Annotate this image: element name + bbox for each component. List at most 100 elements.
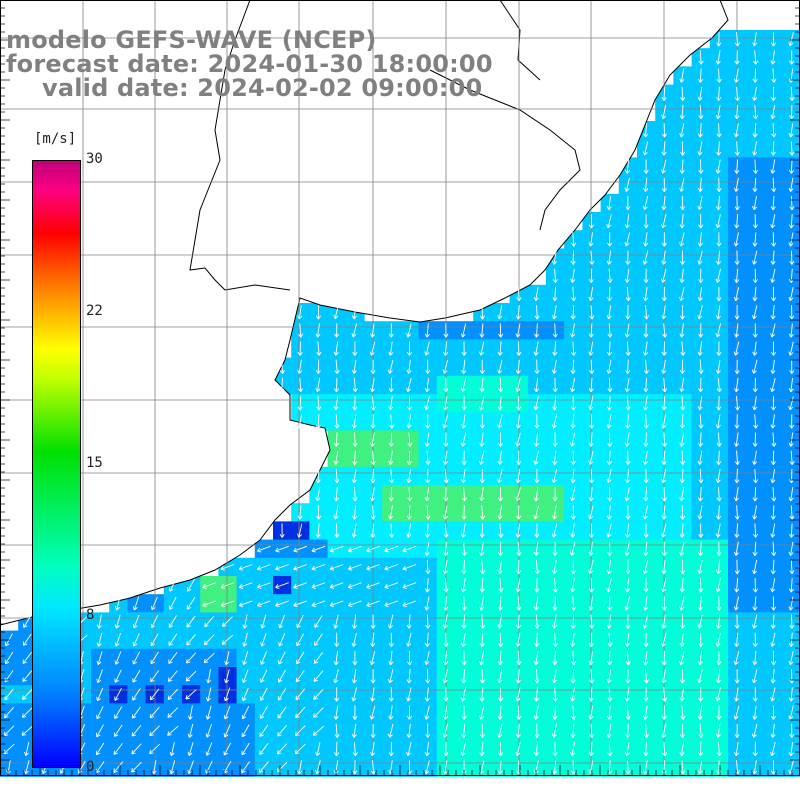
wind-arrow — [661, 86, 667, 101]
wind-arrow — [788, 541, 794, 556]
wind-arrow — [187, 742, 194, 756]
wind-arrow — [389, 414, 395, 429]
wind-arrow — [606, 523, 612, 538]
wind-arrow — [625, 359, 631, 374]
wind-arrow — [425, 523, 431, 538]
wind-arrow — [533, 705, 539, 720]
wind-arrow — [734, 614, 740, 629]
wind-arrow — [698, 159, 704, 174]
wind-arrow — [751, 305, 758, 320]
wind-arrow — [789, 195, 795, 211]
wind-arrow — [642, 705, 649, 720]
wind-arrow — [770, 760, 776, 775]
wind-arrow — [642, 341, 649, 356]
wind-arrow — [679, 741, 685, 757]
wind-arrow — [224, 669, 230, 684]
wind-arrow — [24, 742, 30, 757]
wind-arrow — [352, 741, 358, 757]
wind-arrow — [607, 377, 613, 393]
wind-arrow — [661, 359, 667, 374]
wind-arrow — [679, 578, 685, 593]
wind-arrow — [697, 650, 703, 666]
wind-arrow — [315, 487, 321, 502]
wind-arrow — [424, 687, 430, 702]
wind-arrow — [589, 523, 594, 538]
wind-arrow — [461, 669, 467, 684]
wind-arrow — [552, 323, 558, 338]
wind-arrow — [643, 214, 649, 229]
wind-arrow — [443, 323, 449, 338]
wind-arrow — [22, 670, 33, 682]
wind-arrow — [497, 341, 503, 356]
wind-arrow — [734, 214, 740, 229]
wind-arrow — [329, 600, 344, 608]
wind-arrow — [624, 487, 630, 502]
wind-arrow — [734, 632, 740, 647]
wind-arrow — [442, 450, 448, 465]
wind-arrow — [788, 705, 794, 720]
wind-arrow — [625, 450, 631, 465]
wind-arrow — [697, 341, 703, 356]
wind-arrow — [589, 250, 595, 265]
wind-arrow — [752, 123, 758, 138]
wind-arrow — [443, 377, 449, 393]
wind-arrow — [442, 414, 449, 429]
wind-arrow — [298, 377, 304, 393]
wind-arrow — [352, 396, 358, 411]
wind-arrow — [96, 669, 103, 684]
wind-arrow — [660, 268, 667, 283]
wind-arrow — [443, 687, 449, 702]
wind-arrow — [220, 600, 235, 608]
wind-arrow — [734, 141, 740, 156]
wind-arrow — [443, 432, 449, 447]
wind-arrow — [770, 305, 776, 320]
wind-arrow — [770, 323, 776, 338]
wind-arrow — [697, 614, 703, 629]
wind-arrow — [479, 305, 485, 320]
wind-arrow — [570, 341, 576, 356]
wind-arrow — [516, 341, 522, 356]
wind-arrow — [698, 741, 704, 757]
wind-arrow — [442, 505, 448, 520]
wind-arrow — [316, 505, 322, 520]
wind-arrow — [788, 741, 794, 757]
wind-arrow — [315, 305, 321, 320]
wind-arrow — [479, 468, 485, 484]
wind-arrow — [169, 742, 175, 757]
wind-arrow — [788, 323, 794, 338]
wind-arrow — [752, 341, 758, 356]
wind-arrow — [661, 669, 667, 684]
wind-arrow — [770, 578, 776, 593]
wind-arrow — [552, 687, 558, 702]
wind-arrow — [751, 359, 758, 374]
wind-arrow — [552, 505, 558, 520]
wind-arrow — [770, 414, 776, 429]
wind-arrow — [752, 505, 758, 520]
wind-arrow — [406, 614, 412, 629]
wind-arrow — [167, 670, 178, 682]
wind-arrow — [753, 414, 759, 429]
wind-arrow — [293, 600, 308, 608]
wind-arrow — [132, 651, 141, 665]
wind-arrow — [315, 323, 321, 338]
wind-arrow — [588, 377, 594, 393]
wind-arrow — [402, 582, 417, 589]
wind-arrow — [662, 377, 668, 393]
wind-arrow — [661, 541, 667, 556]
title-model: modelo GEFS-WAVE (NCEP) — [6, 26, 377, 54]
wind-arrow — [388, 632, 394, 647]
wind-arrow — [771, 650, 777, 666]
wind-arrow — [551, 468, 558, 484]
wind-arrow — [661, 559, 667, 575]
wind-arrow — [606, 250, 612, 265]
wind-arrow — [771, 541, 777, 556]
wind-arrow — [753, 104, 759, 120]
wind-arrow — [479, 650, 485, 666]
coastline — [0, 0, 729, 626]
wind-arrow — [479, 541, 485, 556]
wind-arrow — [625, 195, 631, 211]
wind-arrow — [149, 743, 161, 755]
wind-arrow — [624, 268, 630, 283]
wind-arrow — [733, 650, 740, 666]
wind-arrow — [734, 195, 740, 211]
